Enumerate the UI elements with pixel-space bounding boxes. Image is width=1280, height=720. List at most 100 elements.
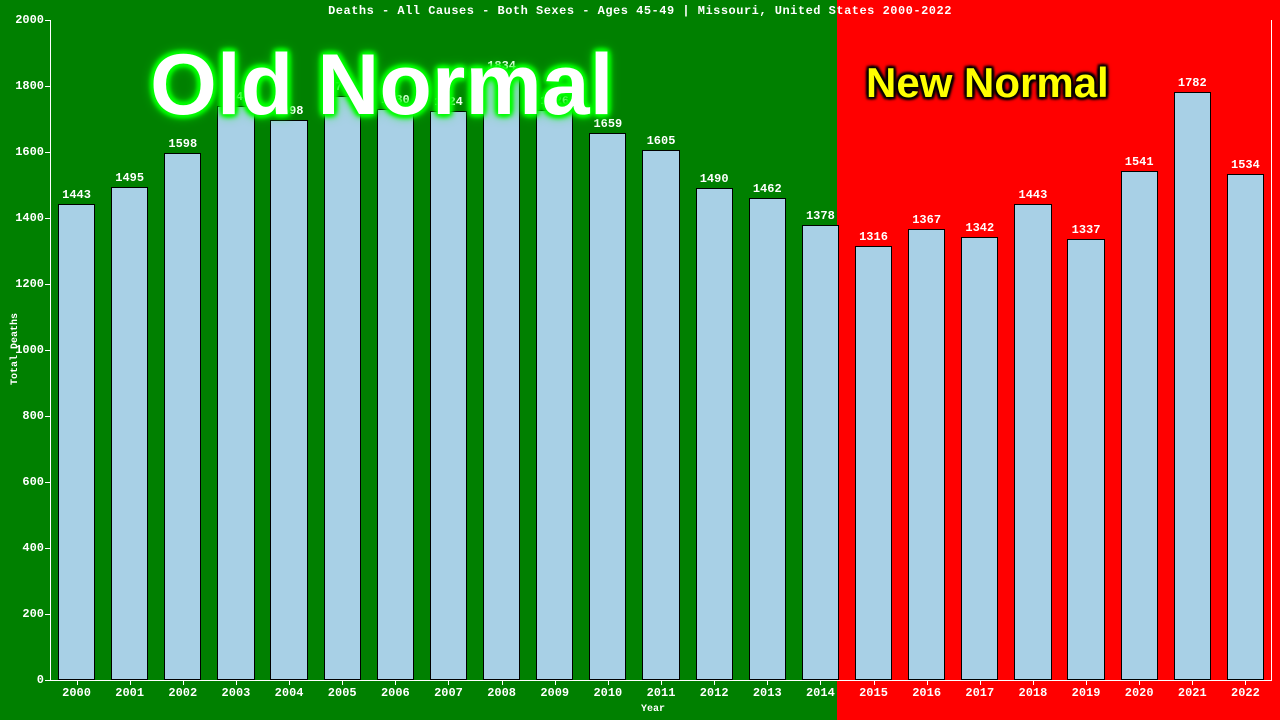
y-tick-mark — [45, 20, 50, 21]
x-tick-mark — [77, 680, 78, 685]
bar — [270, 120, 307, 680]
x-tick-label: 2008 — [482, 686, 522, 700]
y-tick-mark — [45, 548, 50, 549]
y-tick-label: 0 — [4, 673, 44, 687]
y-tick-mark — [45, 86, 50, 87]
x-tick-label: 2003 — [216, 686, 256, 700]
x-tick-mark — [980, 680, 981, 685]
y-tick-mark — [45, 350, 50, 351]
y-tick-mark — [45, 218, 50, 219]
x-tick-label: 2012 — [694, 686, 734, 700]
bar — [430, 111, 467, 680]
bar — [802, 225, 839, 680]
x-tick-label: 2004 — [269, 686, 309, 700]
y-axis-line-right — [1271, 20, 1272, 680]
bar — [377, 109, 414, 680]
bar — [1227, 174, 1264, 680]
y-tick-mark — [45, 416, 50, 417]
bar-value-label: 1495 — [108, 171, 152, 185]
x-tick-label: 2001 — [110, 686, 150, 700]
bar-value-label: 1490 — [692, 172, 736, 186]
bar — [1014, 204, 1051, 680]
y-tick-mark — [45, 614, 50, 615]
y-tick-mark — [45, 482, 50, 483]
x-tick-label: 2000 — [57, 686, 97, 700]
bar-value-label: 1605 — [639, 134, 683, 148]
old_normal-label: Old Normal — [150, 42, 614, 128]
y-tick-label: 600 — [4, 475, 44, 489]
bar-value-label: 1443 — [55, 188, 99, 202]
x-tick-label: 2013 — [747, 686, 787, 700]
x-tick-mark — [714, 680, 715, 685]
x-tick-mark — [448, 680, 449, 685]
bar-value-label: 1367 — [905, 213, 949, 227]
x-tick-label: 2010 — [588, 686, 628, 700]
x-tick-label: 2014 — [800, 686, 840, 700]
bar — [908, 229, 945, 680]
bar-value-label: 1443 — [1011, 188, 1055, 202]
x-tick-label: 2006 — [375, 686, 415, 700]
x-tick-mark — [502, 680, 503, 685]
x-tick-label: 2016 — [907, 686, 947, 700]
x-tick-label: 2018 — [1013, 686, 1053, 700]
x-tick-label: 2015 — [854, 686, 894, 700]
bar-value-label: 1342 — [958, 221, 1002, 235]
x-tick-label: 2011 — [641, 686, 681, 700]
bar-value-label: 1316 — [852, 230, 896, 244]
bar — [111, 187, 148, 680]
x-tick-label: 2019 — [1066, 686, 1106, 700]
y-tick-label: 2000 — [4, 13, 44, 27]
y-tick-label: 800 — [4, 409, 44, 423]
y-tick-label: 400 — [4, 541, 44, 555]
x-tick-mark — [927, 680, 928, 685]
x-tick-mark — [661, 680, 662, 685]
bar — [749, 198, 786, 680]
x-tick-mark — [289, 680, 290, 685]
x-tick-mark — [342, 680, 343, 685]
new_normal-label: New Normal — [866, 62, 1109, 104]
x-tick-mark — [767, 680, 768, 685]
y-tick-label: 1600 — [4, 145, 44, 159]
bar — [58, 204, 95, 680]
bar — [961, 237, 998, 680]
y-tick-mark — [45, 284, 50, 285]
bar-value-label: 1541 — [1117, 155, 1161, 169]
bar-value-label: 1337 — [1064, 223, 1108, 237]
x-tick-mark — [130, 680, 131, 685]
bar — [217, 106, 254, 680]
y-tick-label: 200 — [4, 607, 44, 621]
x-tick-label: 2005 — [322, 686, 362, 700]
bar — [696, 188, 733, 680]
y-axis-line — [50, 20, 51, 680]
x-tick-label: 2007 — [428, 686, 468, 700]
bar — [1067, 239, 1104, 680]
bar-value-label: 1378 — [798, 209, 842, 223]
y-tick-label: 1200 — [4, 277, 44, 291]
bar-value-label: 1598 — [161, 137, 205, 151]
y-tick-label: 1000 — [4, 343, 44, 357]
bar — [855, 246, 892, 680]
bar — [324, 96, 361, 680]
x-tick-label: 2009 — [535, 686, 575, 700]
x-tick-mark — [874, 680, 875, 685]
y-tick-mark — [45, 680, 50, 681]
x-tick-mark — [1245, 680, 1246, 685]
bar — [1174, 92, 1211, 680]
bar-value-label: 1534 — [1223, 158, 1267, 172]
y-tick-label: 1400 — [4, 211, 44, 225]
x-tick-mark — [608, 680, 609, 685]
x-tick-label: 2022 — [1225, 686, 1265, 700]
chart-root: Deaths - All Causes - Both Sexes - Ages … — [0, 0, 1280, 720]
x-tick-mark — [1192, 680, 1193, 685]
x-tick-mark — [183, 680, 184, 685]
bar — [164, 153, 201, 680]
x-tick-mark — [236, 680, 237, 685]
bar — [1121, 171, 1158, 680]
x-tick-label: 2021 — [1172, 686, 1212, 700]
x-tick-label: 2002 — [163, 686, 203, 700]
bar-value-label: 1782 — [1170, 76, 1214, 90]
bar — [536, 110, 573, 680]
x-tick-label: 2020 — [1119, 686, 1159, 700]
x-tick-mark — [1139, 680, 1140, 685]
background-right — [837, 0, 1280, 720]
